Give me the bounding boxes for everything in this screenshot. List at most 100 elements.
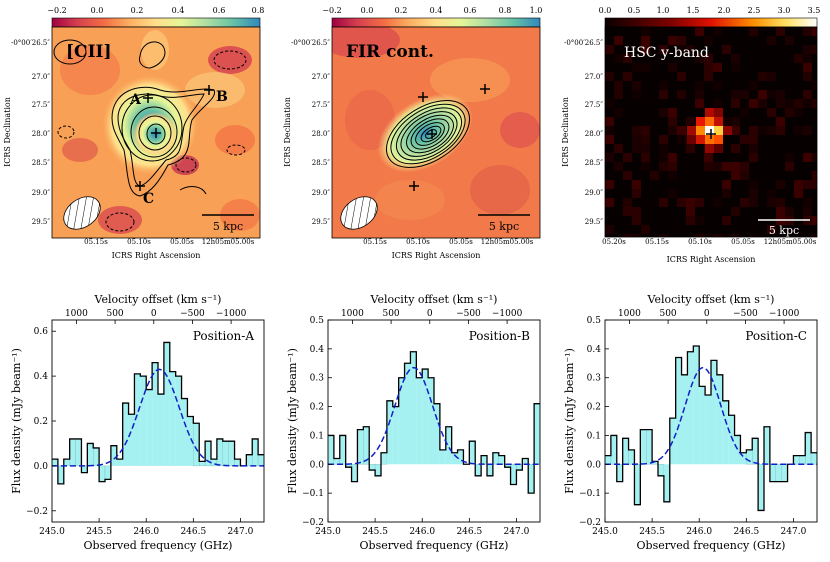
hsc-noise-pixel: [641, 162, 650, 171]
spectrum-channel-bar: [681, 374, 688, 465]
hsc-noise-pixel: [740, 108, 749, 117]
spectrum-channel-bar: [252, 438, 259, 467]
hsc-noise-pixel: [659, 90, 668, 99]
hsc-noise-pixel: [731, 54, 740, 63]
hsc-cbar-tick: 2.5: [748, 6, 761, 15]
spectrum-top-xlabel: Velocity offset (km s⁻¹): [370, 293, 498, 306]
hsc-noise-pixel: [785, 207, 794, 216]
marker-c-label: C: [143, 191, 154, 207]
hsc-noise-pixel: [677, 126, 686, 135]
hsc-noise-pixel: [623, 207, 632, 216]
spectrum-channel-bar: [193, 423, 200, 467]
cii-xlabel: ICRS Right Ascension: [112, 251, 201, 260]
spectrum-channel-bar: [158, 394, 164, 466]
hsc-noise-pixel: [623, 72, 632, 81]
x-tick-label: 245.5: [639, 527, 665, 537]
hsc-noise-pixel: [623, 198, 632, 207]
hsc-noise-pixel: [812, 180, 817, 189]
spectrum-channel-bar: [610, 435, 617, 465]
cii-ytick: 29.5″: [32, 218, 51, 226]
spectrum-channel-bar: [740, 452, 747, 465]
spectrum-channel-bar: [128, 414, 135, 466]
hsc-noise-pixel: [776, 90, 785, 99]
spectrum-channel-bar: [410, 351, 417, 465]
y-tick-label: 0.1: [587, 431, 601, 441]
hsc-noise-pixel: [632, 126, 641, 135]
spectrum-frame: [327, 319, 541, 523]
y-tick-label: −0.2: [26, 507, 48, 517]
hsc-noise-pixel: [713, 27, 722, 36]
hsc-noise-pixel: [677, 36, 686, 45]
y-tick-label: 0.2: [310, 403, 324, 413]
fir-ylabel: ICRS Declination: [283, 97, 292, 167]
hsc-noise-pixel: [776, 198, 785, 207]
velocity-tick-label: 500: [106, 309, 123, 319]
spectrum-channel-bar: [163, 342, 170, 466]
hsc-ytick: 28.5″: [585, 159, 604, 167]
fir-beam-ellipse: [340, 196, 378, 230]
hsc-noise-pixel: [632, 180, 641, 189]
hsc-noise-pixel: [695, 27, 704, 36]
spectrum-ylabel: Flux density (mJy beam⁻¹): [563, 348, 576, 494]
hsc-noise-pixel: [686, 117, 695, 126]
hsc-noise-pixel: [767, 36, 776, 45]
cii-colorbar: [51, 17, 261, 28]
spectrum-channel-bar: [769, 464, 776, 482]
fir-scalebar-label: 5 kpc: [489, 220, 519, 233]
hsc-noise-pixel: [767, 108, 776, 117]
hsc-marker: [706, 129, 716, 139]
spectrum-channel-bar: [428, 377, 434, 465]
fir-cbar-tick: −0.2: [322, 6, 341, 15]
hsc-noise-pixel: [659, 81, 668, 90]
hsc-noise-pixel: [668, 117, 677, 126]
hsc-cbar-tick: 3.5: [808, 6, 821, 15]
spectrum-channel-bar: [199, 461, 206, 467]
hsc-noise-pixel: [605, 99, 614, 108]
hsc-noise-pixel: [668, 162, 677, 171]
hsc-noise-pixel: [776, 180, 785, 189]
hsc-noise-pixel: [677, 72, 686, 81]
hsc-noise-pixel: [803, 54, 812, 63]
hsc-noise-pixel: [704, 162, 713, 171]
hsc-noise-pixel: [668, 153, 677, 162]
hsc-noise-pixel: [614, 36, 623, 45]
spectrum-channel-bar: [457, 449, 464, 465]
hsc-noise-pixel: [812, 45, 817, 54]
hsc-noise-pixel: [803, 27, 812, 36]
cii-scalebar-label: 5 kpc: [213, 220, 243, 233]
hsc-cbar-tick: 0.0: [599, 6, 612, 15]
hsc-xtick: 05.05s: [731, 238, 755, 246]
spectrum-channel-bar: [228, 441, 235, 467]
hsc-noise-pixel: [704, 72, 713, 81]
hsc-noise-pixel: [686, 198, 695, 207]
hsc-noise-pixel: [749, 189, 758, 198]
spectrum-frame: [604, 319, 818, 523]
spectrum-channel-bar: [663, 464, 670, 502]
hsc-noise-pixel: [722, 45, 731, 54]
y-tick-label: 0.6: [34, 327, 49, 337]
spectrum-step-line: [328, 351, 540, 494]
hsc-noise-pixel: [767, 126, 776, 135]
x-tick-label: 246.0: [133, 527, 159, 537]
spectrum-channel-bar: [357, 429, 364, 465]
y-tick-label: −0.2: [302, 518, 324, 528]
hsc-noise-pixel: [803, 45, 812, 54]
spectrum-channel-bar: [380, 452, 388, 465]
spectrum-xlabel: Observed frequency (GHz): [360, 539, 509, 552]
hsc-noise-pixel: [650, 171, 659, 180]
hsc-noise-pixel: [803, 180, 812, 189]
cii-beam-ellipse: [63, 196, 101, 230]
velocity-tick-label: 1000: [618, 309, 641, 319]
hsc-noise-pixel: [695, 99, 704, 108]
hsc-cbar-tick: 2.0: [718, 6, 731, 15]
marker-b-cross: [204, 85, 214, 95]
hsc-noise-pixel: [641, 153, 650, 162]
x-tick-label: 245.5: [362, 527, 388, 537]
spectrum-channel-bar: [510, 464, 517, 485]
hsc-noise-pixel: [812, 99, 817, 108]
hsc-ytick: 29.0″: [585, 189, 604, 197]
spectrum-channel-bar: [181, 398, 188, 466]
cii-cbar-tick: 0.4: [172, 6, 185, 15]
hsc-noise-pixel: [614, 162, 623, 171]
gaussian-fit-line: [52, 368, 264, 467]
